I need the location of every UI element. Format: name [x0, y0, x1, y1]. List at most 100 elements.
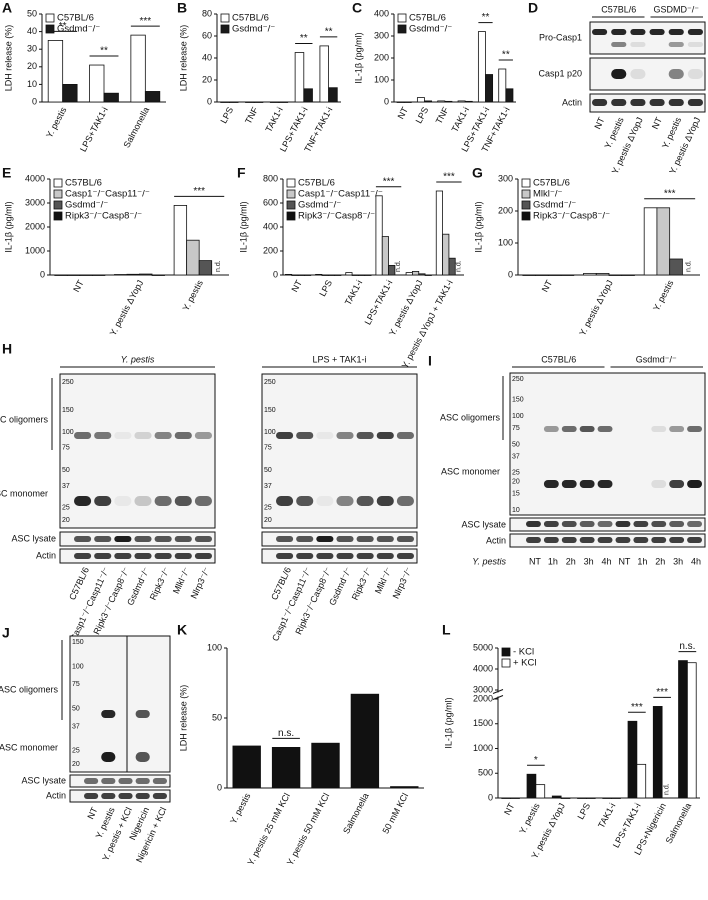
group-label: Gsdmd⁻/⁻	[636, 354, 677, 364]
y-tick-label: 5000	[473, 642, 493, 652]
legend-label: Casp1⁻/⁻Casp11⁻/⁻	[65, 189, 150, 200]
blot-band	[336, 536, 354, 542]
blot-band	[687, 99, 703, 106]
row-title: Y. pestis	[472, 556, 506, 566]
blot-band	[668, 99, 684, 106]
y-tick-label: 40	[27, 26, 37, 36]
y-axis-label: LDH release (%)	[3, 25, 13, 92]
x-tick-label: LPS	[218, 105, 235, 125]
blot-band	[135, 778, 150, 784]
bar	[350, 693, 380, 789]
bar	[232, 745, 261, 789]
bar	[403, 101, 412, 103]
mw-marker: 25	[264, 505, 272, 512]
mw-marker: 20	[62, 517, 70, 524]
y-tick-label: 100	[498, 237, 513, 247]
blot-band	[336, 553, 354, 559]
blot-band	[74, 536, 92, 542]
bar	[151, 274, 165, 276]
blot-band	[194, 496, 212, 506]
blot-band	[118, 793, 133, 799]
blot-band	[154, 553, 172, 559]
blot-band	[152, 793, 167, 799]
mw-marker: 50	[72, 705, 80, 712]
mw-marker: 75	[62, 445, 70, 452]
x-tick-label: Salmonella	[121, 105, 151, 149]
legend-label: + KCl	[513, 658, 537, 669]
value-label: n.d.	[663, 783, 670, 795]
blot-band	[630, 42, 646, 47]
blot-band	[543, 537, 559, 543]
y-tick-label: 300	[498, 173, 513, 183]
x-tick-label: TAK1-i	[596, 801, 617, 829]
blot-band	[101, 793, 116, 799]
bar	[669, 258, 683, 276]
mw-marker: 50	[512, 441, 520, 448]
blot-band	[101, 710, 116, 718]
blot-band	[669, 426, 685, 432]
y-tick-label: 4000	[25, 173, 45, 183]
y-tick-label: 2000	[25, 221, 45, 231]
significance-label: ***	[664, 188, 676, 199]
panel-label: E	[2, 165, 11, 181]
legend-label: Ripk3⁻/⁻Casp8⁻/⁻	[298, 211, 375, 222]
significance-label: n.s.	[278, 728, 294, 739]
blot-band	[336, 432, 354, 439]
blot-band	[316, 432, 334, 439]
blot-band	[135, 793, 150, 799]
lane-label: Mlkl⁻/⁻	[373, 565, 394, 595]
y-tick-label: 200	[374, 52, 389, 62]
lane-label: 1h	[637, 556, 647, 566]
legend-label: Mlkl⁻/⁻	[533, 189, 563, 200]
blot-band	[135, 752, 150, 762]
bar	[285, 273, 293, 276]
y-axis-label: IL-1β (pg/ml)	[473, 201, 483, 252]
blot-label: ASC monomer	[0, 488, 48, 498]
bar	[66, 274, 81, 276]
bar	[560, 274, 575, 276]
bar	[678, 660, 688, 799]
blot-band	[356, 432, 374, 439]
bar	[144, 91, 161, 103]
x-tick-label: Y. pestis	[517, 801, 542, 836]
legend-label: Gsdmd⁻/⁻	[298, 200, 341, 211]
bar	[220, 101, 230, 103]
bar	[319, 45, 330, 103]
blot-band	[376, 496, 394, 506]
blot-band	[630, 99, 646, 106]
blot-band	[597, 537, 613, 543]
y-tick-label: 20	[202, 74, 212, 84]
bar	[464, 100, 473, 103]
bar	[311, 742, 340, 789]
y-tick-label: 3000	[473, 684, 493, 694]
blot-band	[561, 480, 577, 488]
blot-band	[561, 426, 577, 432]
blot-band	[579, 521, 595, 527]
blot-band	[114, 432, 132, 439]
legend-label: C57BL/6	[298, 178, 335, 189]
y-tick-label: 0	[273, 269, 278, 279]
mw-marker: 250	[264, 379, 276, 386]
bar	[358, 274, 366, 276]
blot-band	[687, 480, 702, 488]
blot-band	[94, 496, 112, 506]
x-tick-label: TAK1-i	[450, 105, 471, 133]
blot-label: ASC oligomers	[440, 412, 501, 422]
x-tick-label: LPS+TAK1-i	[363, 278, 395, 326]
y-axis-label: IL-1β (pg/ml)	[443, 697, 453, 748]
blot-band	[611, 42, 627, 47]
bar	[321, 274, 329, 276]
blot-band	[134, 496, 152, 506]
bar	[501, 797, 512, 799]
bar	[228, 101, 239, 103]
significance-label: ***	[193, 186, 205, 197]
blot-band	[174, 553, 192, 559]
bar	[585, 797, 596, 799]
mw-marker: 37	[512, 454, 520, 461]
lane-label: NT	[618, 556, 630, 566]
legend-label: Gsdmd⁻/⁻	[57, 24, 100, 35]
legend-swatch	[286, 200, 296, 210]
legend-swatch	[45, 24, 55, 34]
blot-band	[651, 537, 667, 543]
bar	[448, 257, 456, 276]
